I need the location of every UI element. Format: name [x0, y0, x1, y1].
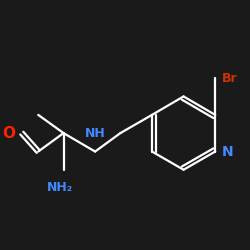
Text: NH: NH [85, 127, 105, 140]
Text: N: N [222, 144, 233, 158]
Text: Br: Br [222, 72, 237, 85]
Text: NH₂: NH₂ [47, 181, 73, 194]
Text: O: O [2, 126, 16, 140]
